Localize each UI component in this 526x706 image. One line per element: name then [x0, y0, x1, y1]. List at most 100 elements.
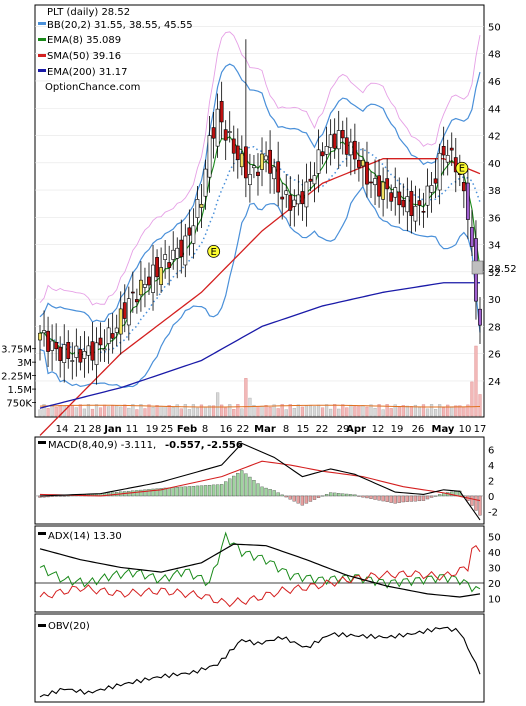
- candle-body: [70, 360, 75, 362]
- candle-body: [316, 149, 321, 174]
- candle-body: [126, 298, 131, 326]
- macd-histogram-bar: [167, 487, 171, 497]
- macd-histogram-bar: [345, 493, 349, 497]
- legend-swatch-sma50: [38, 54, 46, 57]
- macd-histogram-bar: [228, 478, 232, 497]
- macd-histogram-bar: [421, 495, 426, 501]
- legend-ema200: EMA(200) 31.17: [47, 67, 127, 78]
- candle-body: [248, 174, 252, 186]
- volume-bar: [139, 404, 143, 417]
- price-y-tick-label: 38: [488, 186, 501, 197]
- volume-bar: [123, 404, 127, 417]
- macd-histogram-bar: [401, 495, 405, 503]
- candle-body: [461, 182, 466, 192]
- adx-y-tick-labels: 50 40 30 20 10: [488, 532, 501, 605]
- macd-histogram-bar: [365, 495, 369, 499]
- macd-histogram-bar: [66, 495, 70, 497]
- candle-body: [74, 345, 79, 358]
- legend-sma50: SMA(50) 39.16: [47, 51, 121, 62]
- obv-legend-swatch: [38, 624, 46, 627]
- candle-body: [284, 190, 289, 195]
- macd-histogram-bar: [296, 495, 300, 504]
- candle-body: [373, 178, 377, 186]
- volume-bar: [143, 408, 147, 417]
- macd-histogram-bar: [304, 495, 309, 504]
- volume-bar: [179, 408, 183, 417]
- price-y-tick-label: 42: [488, 132, 501, 143]
- candle-body: [179, 239, 184, 258]
- macd-histogram-bar: [131, 490, 135, 497]
- price-y-tick-label: 24: [488, 377, 501, 388]
- candle-body: [385, 178, 390, 190]
- candle-body: [143, 284, 147, 288]
- candle-body: [110, 333, 115, 339]
- candle-body: [50, 340, 55, 351]
- candle-body: [470, 227, 474, 247]
- obv-line: [39, 626, 481, 698]
- macd-histogram-bar: [389, 495, 393, 503]
- volume-average-line: [39, 404, 481, 408]
- volume-bar: [385, 404, 389, 417]
- volume-bar: [308, 405, 313, 417]
- x-tick-label: 8: [202, 424, 208, 435]
- volume-bar: [220, 404, 224, 417]
- volume-bar: [300, 406, 304, 417]
- candle-body: [280, 196, 285, 200]
- earnings-marker: [207, 244, 221, 258]
- macd-histogram-bar: [413, 495, 418, 502]
- candle-body: [252, 165, 256, 169]
- volume-bar: [199, 404, 204, 417]
- adx-y-tick-label: 40: [488, 548, 501, 559]
- macd-histogram-bar: [341, 493, 345, 497]
- volume-y-tick-label: 3M: [17, 358, 32, 369]
- candle-body: [171, 249, 176, 260]
- price-y-tick-label: 44: [488, 104, 501, 115]
- macd-histogram-bar: [252, 480, 256, 497]
- candle-body: [425, 185, 430, 206]
- candle-body: [352, 140, 357, 160]
- volume-bar: [216, 392, 220, 417]
- price-y-tick-label: 34: [488, 241, 501, 252]
- volume-bar: [151, 407, 155, 417]
- volume-y-tick-label: 750K: [6, 399, 32, 410]
- candle-body: [365, 161, 369, 185]
- volume-bar: [90, 408, 95, 417]
- macd-signal-line: [39, 460, 481, 502]
- volume-bar: [296, 404, 300, 417]
- obv-line: [39, 626, 481, 698]
- candle-body: [312, 175, 317, 185]
- macd-histogram-bar: [248, 476, 252, 497]
- volume-bar: [232, 409, 236, 417]
- macd-histogram-bar: [236, 473, 240, 497]
- volume-bar: [284, 409, 288, 417]
- macd-histogram-bar: [268, 489, 272, 497]
- volume-bar: [38, 409, 42, 417]
- macd-histogram-bar: [369, 495, 373, 499]
- price-y-tick-label: 48: [488, 50, 501, 61]
- macd-histogram-bar: [381, 495, 385, 502]
- macd-histogram-bar: [62, 495, 66, 497]
- macd-histogram-bar: [264, 487, 268, 497]
- candle-body: [401, 199, 406, 208]
- volume-bar: [337, 408, 341, 417]
- candle-body: [207, 135, 212, 178]
- macd-histogram-bar: [300, 495, 305, 506]
- volume-bar: [86, 404, 91, 417]
- candle-body: [356, 159, 361, 168]
- volume-bar: [377, 404, 381, 417]
- indicator-lines: [39, 31, 481, 436]
- volume-bar: [240, 408, 244, 417]
- macd-histogram-bar: [256, 483, 260, 497]
- candle-body: [235, 145, 240, 160]
- volume-bar: [353, 406, 357, 417]
- candle-body: [369, 181, 373, 184]
- adx-plus-di-line: [39, 531, 481, 593]
- volume-bar: [345, 407, 349, 417]
- candle-body: [58, 346, 63, 361]
- macd-histogram-bar: [240, 470, 244, 497]
- macd-histogram-bar: [409, 495, 414, 502]
- macd-histogram-bar: [361, 495, 365, 498]
- volume-bar: [292, 407, 296, 417]
- candle-body: [264, 155, 268, 161]
